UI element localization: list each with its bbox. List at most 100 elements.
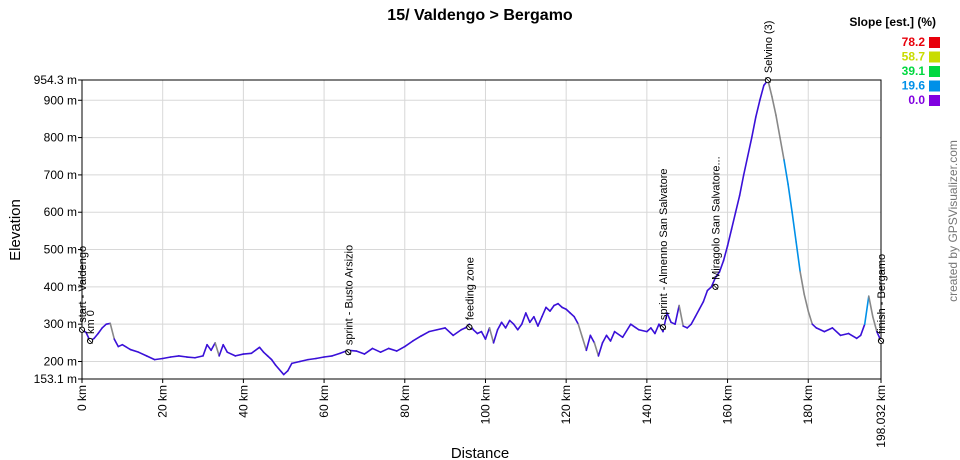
profile-segment [779,136,785,161]
y-tick-label: 200 m [44,354,77,368]
profile-segment [650,327,656,335]
profile-segment [222,343,229,353]
profile-segment [690,315,697,325]
profile-segment [549,304,555,312]
legend-value: 0.0 [908,93,925,107]
profile-segment [508,319,515,325]
profile-segment [597,342,604,357]
profile-segment [674,304,680,325]
profile-segment [210,342,216,352]
profile-segment [412,335,422,342]
profile-segment [847,332,858,340]
profile-segment [710,276,717,288]
profile-segment [750,116,757,139]
profile-segment [202,343,208,357]
profile-segment [557,302,563,309]
profile-segment [581,336,588,352]
profile-segment [577,323,584,339]
profile-segment [436,327,446,331]
waypoint-label: sprint - Busto Arsizio [343,245,355,345]
y-tick-label: 600 m [44,205,77,219]
profile-segment [831,327,842,337]
profile-segment [815,327,826,333]
waypoint-label: start - Valdengo [77,246,89,323]
profile-segment [783,159,789,186]
profile-segment [145,355,156,361]
credit-text: created by GPSVisualizer.com [946,140,960,302]
profile-segment [795,241,801,273]
profile-segment [654,323,660,335]
profile-segment [403,340,414,348]
legend-value: 19.6 [902,79,926,93]
waypoint-label: Selvino (3) [763,21,775,74]
plot-area [81,79,882,380]
y-axis-label: Elevation [7,199,24,261]
profile-segment [242,352,253,355]
waypoint-cross [79,326,85,333]
profile-segment [678,304,684,327]
waypoint-label: km 0 [85,310,97,334]
profile-segment [250,346,261,355]
profile-segment [484,327,491,340]
legend-title: Slope [est.] (%) [849,15,936,29]
x-tick-label: 100 km [478,385,492,424]
profile-segment [621,323,632,339]
profile-segment [307,357,317,361]
waypoint-label: sprint - Almenno San Salvatore [658,169,670,321]
profile-segment [520,312,527,325]
profile-segment [299,358,309,363]
profile-segment [646,327,652,333]
profile-segment [525,312,531,324]
profile-segment [178,355,188,358]
profile-segment [694,308,701,318]
profile-segment [702,289,709,303]
profile-segment [226,351,237,357]
profile-segment [97,327,103,335]
profile-segment [331,352,342,357]
profile-segment [516,323,523,331]
profile-segment [759,84,765,102]
profile-segment [714,271,721,279]
x-tick-label: 20 km [156,385,170,418]
profile-segment [500,321,507,329]
profile-segment [807,310,814,325]
waypoint-cross [712,284,719,290]
y-axis-ticks: 153.1 m 200 m 300 m 400 m 500 m 600 m 700 m 800… [34,73,82,386]
profile-segment [129,348,140,353]
profile-segment [637,328,648,333]
legend-swatch [929,95,940,106]
profile-segment [472,328,479,335]
waypoint-cross [87,338,93,344]
x-axis-label: Distance [451,445,509,460]
profile-segment [504,319,511,329]
profile-segment [799,271,806,296]
profile-segment [137,351,148,357]
waypoint-cross [466,324,473,330]
x-tick-label: 198.032 km [874,385,888,448]
profile-segment [529,315,535,324]
profile-segment [686,323,693,329]
y-tick-label: 700 m [44,168,77,182]
profile-segment [492,328,499,344]
profile-segment [859,323,866,337]
profile-segment [533,315,539,327]
profile-segment [867,295,874,318]
x-tick-label: 0 km [75,385,89,411]
profile-segment [754,99,761,118]
profile-segment [194,355,204,359]
x-tick-label: 80 km [398,385,412,418]
profile-segment [363,347,374,355]
profile-segment [730,211,737,230]
profile-segment [428,328,438,333]
profile-segment [258,346,265,353]
profile-segment [371,347,382,353]
profile-segment [266,355,273,361]
y-tick-label: 300 m [44,317,77,331]
waypoint-cross [765,77,771,83]
profile-segment [452,328,463,337]
profile-segment [234,353,245,357]
profile-segment [291,360,301,365]
profile-segment [666,312,672,324]
x-tick-label: 120 km [559,385,573,424]
